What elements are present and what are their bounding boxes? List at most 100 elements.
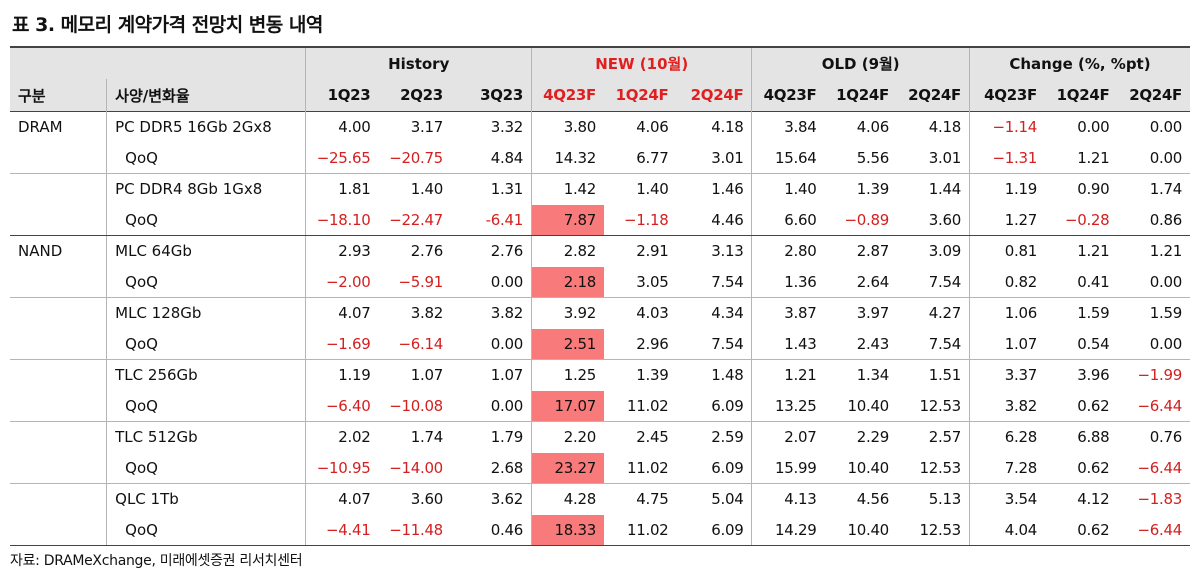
col-category: 구분 bbox=[10, 79, 107, 112]
cell-value: 1.40 bbox=[410, 180, 444, 199]
cell-value: 5.04 bbox=[711, 490, 744, 509]
cell-value: 0.62 bbox=[1044, 514, 1118, 546]
row-category bbox=[10, 360, 107, 391]
cell-value: 2.18 bbox=[530, 266, 604, 298]
table-row: QoQ −18.10 −22.47 -6.41 7.87 −1.18 4.46 6.60 −0.… bbox=[10, 204, 1190, 236]
cell-value: 0.00 bbox=[450, 390, 532, 422]
cell-value: 0.82 bbox=[968, 266, 1045, 298]
cell-value: 4.12 bbox=[1077, 490, 1110, 509]
cell-value: 4.75 bbox=[636, 490, 669, 509]
row-category bbox=[10, 298, 107, 329]
cell-value: 3.60 bbox=[896, 204, 970, 236]
cell-value: 4.34 bbox=[711, 304, 744, 323]
cell-value: 3.80 bbox=[530, 111, 604, 143]
cell-value: 3.05 bbox=[603, 266, 677, 298]
cell-value: 1.39 bbox=[856, 180, 890, 199]
col-period: 1Q24F bbox=[603, 79, 677, 112]
cell-value: 15.64 bbox=[751, 142, 825, 174]
row-spec: QoQ bbox=[106, 452, 306, 484]
cell-value: 1.31 bbox=[490, 180, 524, 199]
cell-value: 4.18 bbox=[711, 118, 744, 137]
cell-value: −20.75 bbox=[378, 142, 451, 174]
cell-value: 5.13 bbox=[928, 490, 962, 509]
source-note: 자료: DRAMeXchange, 미래에셋증권 리서치센터 bbox=[10, 553, 303, 569]
cell-value: 6.60 bbox=[751, 204, 825, 236]
table-row: QoQ −25.65 −20.75 4.84 14.32 6.77 3.01 15.64 5.5… bbox=[10, 142, 1190, 174]
cell-value: 23.27 bbox=[530, 452, 604, 484]
col-period: 1Q24F bbox=[1044, 79, 1118, 112]
cell-value: −1.83 bbox=[1137, 490, 1183, 509]
row-spec: QoQ bbox=[106, 514, 306, 546]
col-period: 4Q23F bbox=[530, 79, 604, 112]
cell-value: 4.00 bbox=[305, 111, 379, 143]
cell-value: 1.25 bbox=[530, 359, 604, 391]
cell-value: 2.76 bbox=[410, 242, 444, 261]
cell-value: 11.02 bbox=[603, 390, 677, 422]
cell-value: 6.09 bbox=[676, 514, 752, 546]
cell-value: −25.65 bbox=[305, 142, 379, 174]
table-row: QLC 1Tb 4.07 3.60 3.62 4.28 4.75 5.04 4.13 4.56 5… bbox=[10, 483, 1190, 515]
cell-value: 4.46 bbox=[676, 204, 752, 236]
cell-value: −6.44 bbox=[1117, 514, 1190, 546]
cell-value: 4.27 bbox=[928, 304, 962, 323]
cell-value: 3.62 bbox=[490, 490, 524, 509]
cell-value: 4.84 bbox=[450, 142, 532, 174]
row-spec: PC DDR5 16Gb 2Gx8 bbox=[106, 111, 306, 143]
cell-value: −22.47 bbox=[378, 204, 451, 236]
cell-value: 1.07 bbox=[968, 328, 1045, 360]
cell-value: −10.08 bbox=[378, 390, 451, 422]
cell-value: 0.62 bbox=[1044, 452, 1118, 484]
cell-value: 6.09 bbox=[676, 452, 752, 484]
cell-value: 1.74 bbox=[1149, 180, 1183, 199]
row-category bbox=[10, 514, 107, 546]
table-row: NAND MLC 64Gb 2.93 2.76 2.76 2.82 2.91 3.13 2.80… bbox=[10, 235, 1190, 267]
cell-value: −6.44 bbox=[1117, 390, 1190, 422]
row-spec: QoQ bbox=[106, 204, 306, 236]
cell-value: 1.74 bbox=[410, 428, 444, 447]
row-spec: QoQ bbox=[106, 390, 306, 422]
cell-value: 0.62 bbox=[1044, 390, 1118, 422]
cell-value: 2.80 bbox=[751, 235, 825, 267]
cell-value: −4.41 bbox=[305, 514, 379, 546]
group-new: NEW (10월) bbox=[530, 47, 752, 79]
cell-value: −0.89 bbox=[824, 204, 897, 236]
cell-value: 14.32 bbox=[530, 142, 604, 174]
cell-value: 3.82 bbox=[490, 304, 524, 323]
cell-value: 15.99 bbox=[751, 452, 825, 484]
cell-value: 12.53 bbox=[896, 514, 970, 546]
cell-value: 1.21 bbox=[751, 359, 825, 391]
row-category bbox=[10, 422, 107, 453]
table-row: QoQ −4.41 −11.48 0.46 18.33 11.02 6.09 14.29 10.… bbox=[10, 514, 1190, 546]
cell-value: 1.48 bbox=[711, 366, 744, 385]
row-spec: QoQ bbox=[106, 328, 306, 360]
cell-value: 10.40 bbox=[824, 452, 897, 484]
cell-value: −1.18 bbox=[603, 204, 677, 236]
cell-value: 3.82 bbox=[968, 390, 1045, 422]
table-body: DRAM PC DDR5 16Gb 2Gx8 4.00 3.17 3.32 3.80 4.0… bbox=[10, 111, 1190, 546]
col-period: 2Q24F bbox=[1117, 79, 1190, 112]
table-row: QoQ −6.40 −10.08 0.00 17.07 11.02 6.09 13.25 10.… bbox=[10, 390, 1190, 422]
cell-value: 1.81 bbox=[305, 173, 379, 205]
cell-value: 0.00 bbox=[1117, 328, 1190, 360]
cell-value: 3.87 bbox=[751, 297, 825, 329]
row-spec: PC DDR4 8Gb 1Gx8 bbox=[106, 173, 306, 205]
table-row: TLC 512Gb 2.02 1.74 1.79 2.20 2.45 2.59 2.07 2.2… bbox=[10, 421, 1190, 453]
cell-value: 2.43 bbox=[824, 328, 897, 360]
cell-value: 3.60 bbox=[410, 490, 444, 509]
cell-value: 3.82 bbox=[410, 304, 444, 323]
cell-value: 4.56 bbox=[856, 490, 890, 509]
col-period: 4Q23F bbox=[751, 79, 825, 112]
row-spec: MLC 64Gb bbox=[106, 235, 306, 267]
cell-value: 12.53 bbox=[896, 390, 970, 422]
cell-value: 0.76 bbox=[1149, 428, 1183, 447]
cell-value: 2.02 bbox=[305, 421, 379, 453]
cell-value: 1.06 bbox=[968, 297, 1045, 329]
row-category bbox=[10, 390, 107, 422]
table-title: 표 3. 메모리 계약가격 전망치 변동 내역 bbox=[12, 14, 323, 36]
cell-value: 1.19 bbox=[305, 359, 379, 391]
cell-value: 1.21 bbox=[1149, 242, 1183, 261]
cell-value: 0.86 bbox=[1117, 204, 1190, 236]
cell-value: −11.48 bbox=[378, 514, 451, 546]
cell-value: −18.10 bbox=[305, 204, 379, 236]
cell-value: 3.32 bbox=[490, 118, 524, 137]
